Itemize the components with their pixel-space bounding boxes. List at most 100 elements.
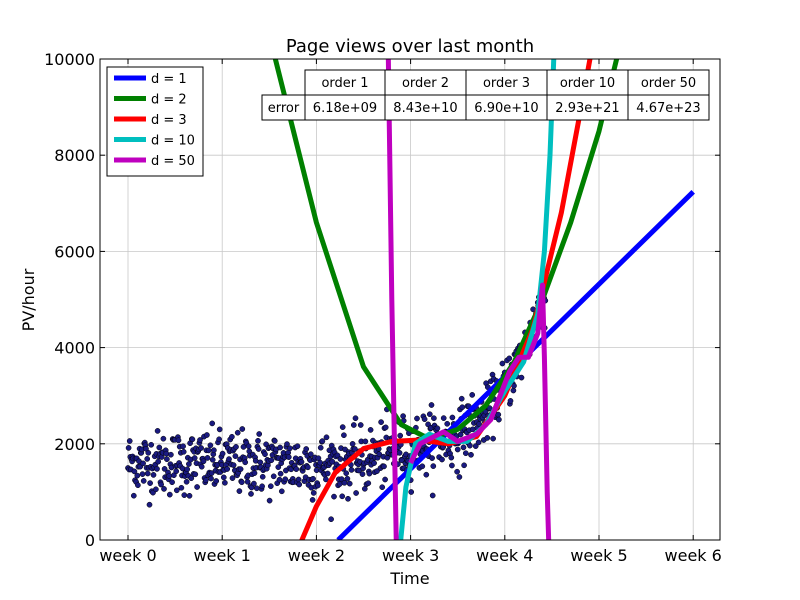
scatter-point xyxy=(353,490,359,496)
scatter-point xyxy=(323,476,329,483)
scatter-point xyxy=(366,470,373,477)
scatter-point xyxy=(245,443,252,450)
scatter-point xyxy=(126,438,133,444)
x-tick-label: week 3 xyxy=(382,546,439,565)
scatter-point xyxy=(160,435,167,442)
scatter-point xyxy=(495,411,502,418)
scatter-point xyxy=(208,470,215,476)
scatter-point xyxy=(310,490,317,496)
axis-ticks: week 0 week 1 week 2 week 3 week 4 week 5 week… xyxy=(44,50,722,565)
x-tick-label: week 5 xyxy=(570,546,627,565)
scatter-point xyxy=(507,398,514,404)
scatter-point xyxy=(168,451,174,458)
scatter-point xyxy=(313,467,320,474)
series-line-d2 xyxy=(272,59,620,442)
scatter-point xyxy=(296,481,303,488)
scatter-point xyxy=(140,478,147,484)
scatter-point xyxy=(197,437,203,443)
scatter-point xyxy=(331,493,337,500)
x-tick-label: week 2 xyxy=(288,546,345,565)
scatter-point xyxy=(238,479,245,486)
scatter-point xyxy=(444,420,451,427)
scatter-point xyxy=(211,447,217,454)
scatter-point xyxy=(198,445,204,451)
scatter-point xyxy=(396,450,403,456)
scatter-point xyxy=(150,472,157,478)
series-line-d50 xyxy=(385,59,399,540)
scatter-point xyxy=(229,433,235,440)
scatter-point xyxy=(257,459,264,466)
scatter-point xyxy=(337,456,344,462)
scatter-point xyxy=(468,451,474,458)
scatter-point xyxy=(397,432,404,439)
scatter-point xyxy=(429,455,435,461)
scatter-point xyxy=(267,483,274,490)
scatter-point xyxy=(378,419,384,425)
scatter-point xyxy=(194,484,200,490)
scatter-point xyxy=(248,491,254,497)
scatter-point xyxy=(429,492,436,499)
scatter-point xyxy=(460,444,467,451)
scatter-point xyxy=(256,431,263,437)
scatter-point xyxy=(293,466,300,472)
legend-label: d = 50 xyxy=(151,154,195,169)
scatter-point xyxy=(328,516,334,523)
table-header-cell xyxy=(465,69,548,96)
scatter-point xyxy=(462,450,469,457)
plot-frame xyxy=(99,58,721,541)
scatter-point xyxy=(276,476,283,483)
y-axis-label: PV/hour xyxy=(19,268,38,331)
scatter-point xyxy=(475,439,482,446)
scatter-point xyxy=(431,415,437,422)
scatter-point xyxy=(338,476,345,482)
scatter-point xyxy=(266,497,273,504)
scatter-point xyxy=(319,438,326,444)
legend-label: d = 1 xyxy=(151,72,187,87)
scatter-point xyxy=(204,455,211,461)
scatter-point xyxy=(188,475,195,482)
scatter-point xyxy=(381,463,387,470)
scatter-point xyxy=(349,441,356,447)
scatter-point xyxy=(255,446,262,452)
legend-label: d = 10 xyxy=(151,134,195,149)
scatter-point xyxy=(467,442,473,449)
scatter-point xyxy=(367,427,374,433)
scatter-point xyxy=(408,489,415,495)
scatter-point xyxy=(469,392,476,398)
scatter-point xyxy=(158,481,164,488)
scatter-point xyxy=(496,416,502,423)
scatter-point xyxy=(125,445,132,451)
scatter-point xyxy=(510,387,517,394)
scatter-point xyxy=(382,424,389,431)
scatter-point xyxy=(430,463,437,469)
error-table: order 1 order 2 order 3 order 10 order 50 err… xyxy=(261,69,710,121)
scatter-point xyxy=(440,415,447,421)
scatter-point xyxy=(346,480,353,487)
scatter-point xyxy=(229,475,236,481)
scatter-point xyxy=(428,402,435,408)
scatter-point xyxy=(357,422,364,428)
scatter-point xyxy=(426,411,433,418)
scatter-point xyxy=(226,456,232,462)
table-value: 8.43e+10 xyxy=(393,101,457,116)
scatter-point xyxy=(234,429,241,436)
scatter-point xyxy=(309,497,316,503)
table-row-label: error xyxy=(268,101,300,116)
scatter-point xyxy=(131,468,138,475)
scatter-point xyxy=(307,451,314,458)
scatter-point xyxy=(156,444,163,451)
scatter-point xyxy=(184,466,191,473)
scatter-point xyxy=(506,355,513,362)
scatter-point xyxy=(382,476,388,483)
scatter-point xyxy=(459,404,466,411)
x-axis-label: Time xyxy=(389,569,429,588)
scatter-point xyxy=(244,478,251,485)
scatter-point xyxy=(339,493,346,500)
scatter-point xyxy=(484,435,491,441)
scatter-point xyxy=(154,466,160,472)
legend: d = 1 d = 2 d = 3 d = 10 d = 50 xyxy=(106,66,204,177)
scatter-point xyxy=(144,470,151,477)
y-tick-label: 6000 xyxy=(54,242,95,261)
scatter-point xyxy=(166,491,173,498)
scatter-point xyxy=(314,482,321,489)
